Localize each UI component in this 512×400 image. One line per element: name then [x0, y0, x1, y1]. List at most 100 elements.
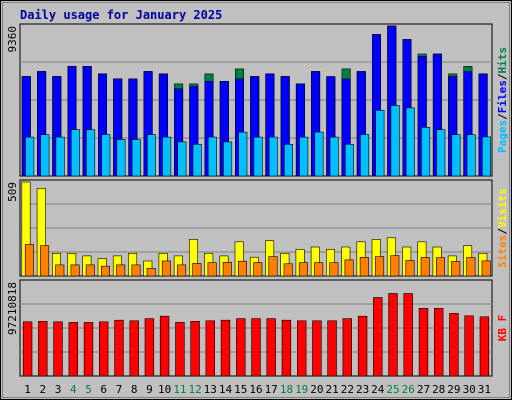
x-tick-label: 31: [478, 383, 491, 396]
bar-kb-f-day-29: [449, 313, 459, 377]
bar-kb-f-day-6: [99, 321, 109, 377]
bar-pages-day-22: [344, 144, 354, 177]
bar-kb-f-day-12: [190, 320, 200, 377]
bar-kb-f-day-7: [114, 319, 124, 377]
x-tick-label: 20: [310, 383, 323, 396]
x-tick-label: 7: [116, 383, 123, 396]
bar-kb-f-day-27: [418, 307, 429, 377]
bar-kb-f-day-2: [38, 320, 48, 377]
x-tick-label: 24: [371, 383, 385, 396]
x-tick-label: 9: [146, 383, 153, 396]
bar-sites-day-8: [131, 264, 141, 277]
bar-sites-day-26: [405, 260, 415, 277]
x-tick-label: 25: [386, 383, 399, 396]
bar-sites-day-1: [24, 244, 34, 277]
x-tick-label: 3: [55, 383, 62, 396]
bar-sites-day-9: [146, 268, 156, 277]
legend-separator: /: [496, 113, 509, 120]
bar-pages-day-30: [466, 134, 476, 177]
bar-sites-day-2: [40, 245, 50, 277]
bar-kb-f-day-23: [357, 315, 368, 377]
x-tick-label: 27: [417, 383, 430, 396]
bar-sites-day-22: [344, 259, 354, 277]
x-tick-label: 12: [188, 383, 201, 396]
bar-pages-day-28: [436, 129, 446, 177]
x-tick-label: 6: [100, 383, 107, 396]
bar-sites-day-15: [238, 260, 248, 277]
bar-kb-f-day-14: [220, 319, 231, 377]
bar-kb-f-day-31: [479, 316, 490, 377]
legend-entry: Pages: [496, 120, 509, 153]
right-legend-label: Pages/Files/Hits: [496, 47, 509, 153]
legend-entry: Hits: [496, 47, 509, 74]
bar-sites-day-24: [375, 256, 385, 277]
bar-sites-day-18: [283, 263, 293, 277]
y-max-label: 9360: [6, 26, 19, 53]
bar-kb-f-day-4: [68, 322, 79, 377]
bar-pages-day-26: [405, 107, 415, 177]
bar-pages-day-25: [390, 105, 400, 177]
bar-kb-f-day-19: [296, 320, 307, 377]
bar-kb-f-day-10: [159, 315, 170, 377]
bar-sites-day-31: [481, 260, 491, 277]
bar-kb-f-day-5: [83, 322, 94, 377]
bar-pages-day-6: [101, 134, 111, 177]
bar-pages-day-16: [253, 136, 263, 177]
bar-sites-day-4: [70, 264, 80, 277]
y-max-label: 97210818: [6, 282, 19, 335]
bar-kb-f-day-26: [403, 293, 413, 377]
bar-sites-day-28: [435, 257, 445, 277]
x-tick-label: 29: [447, 383, 460, 396]
right-legend-label: Sites/Visits: [496, 188, 509, 268]
x-tick-label: 23: [356, 383, 369, 396]
x-tick-label: 30: [463, 383, 476, 396]
bar-pages-day-18: [283, 144, 293, 177]
bar-pages-day-2: [40, 134, 50, 177]
bar-kb-f-day-28: [433, 307, 444, 377]
bar-pages-day-9: [147, 134, 157, 177]
x-tick-label: 11: [173, 383, 186, 396]
legend-entry: Sites: [496, 235, 509, 268]
bar-pages-day-12: [192, 144, 202, 177]
bar-sites-day-3: [55, 264, 65, 277]
x-tick-label: 14: [219, 383, 233, 396]
bar-pages-day-7: [116, 139, 126, 177]
bar-kb-f-day-25: [388, 293, 398, 377]
bar-pages-day-17: [268, 136, 278, 177]
bar-pages-day-21: [329, 136, 339, 177]
bar-sites-day-14: [222, 261, 232, 277]
bar-kb-f-day-20: [312, 320, 322, 377]
bar-kb-f-day-9: [144, 318, 155, 377]
bar-pages-day-13: [207, 136, 217, 177]
bar-kb-f-day-24: [373, 297, 383, 377]
chart-title: Daily usage for January 2025: [20, 8, 222, 22]
bar-pages-day-4: [70, 129, 80, 177]
bar-sites-day-17: [268, 256, 278, 277]
x-tick-label: 26: [402, 383, 415, 396]
right-legend-label: KB F: [496, 315, 509, 342]
x-tick-label: 4: [70, 383, 77, 396]
bar-sites-day-11: [177, 264, 187, 277]
x-tick-label: 1: [24, 383, 31, 396]
bar-kb-f-day-30: [464, 315, 474, 377]
bar-pages-day-20: [314, 131, 324, 177]
x-tick-label: 10: [158, 383, 171, 396]
x-tick-label: 22: [341, 383, 354, 396]
bar-kb-f-day-18: [281, 319, 292, 377]
legend-entry: KB F: [496, 315, 509, 342]
x-tick-label: 2: [39, 383, 46, 396]
bar-kb-f-day-8: [129, 320, 139, 377]
bar-sites-day-13: [207, 262, 217, 277]
bar-sites-day-5: [85, 264, 95, 277]
bar-pages-day-19: [299, 136, 309, 177]
bar-kb-f-day-13: [205, 320, 215, 377]
bar-pages-day-10: [162, 136, 172, 177]
bar-kb-f-day-21: [327, 320, 337, 377]
bar-pages-day-23: [360, 134, 370, 177]
panel-visits-sites: 509 Sites/Visits: [6, 179, 509, 277]
x-tick-label: 19: [295, 383, 308, 396]
bar-pages-day-29: [451, 134, 461, 177]
x-tick-label: 5: [85, 383, 92, 396]
bar-pages-day-27: [421, 127, 431, 177]
